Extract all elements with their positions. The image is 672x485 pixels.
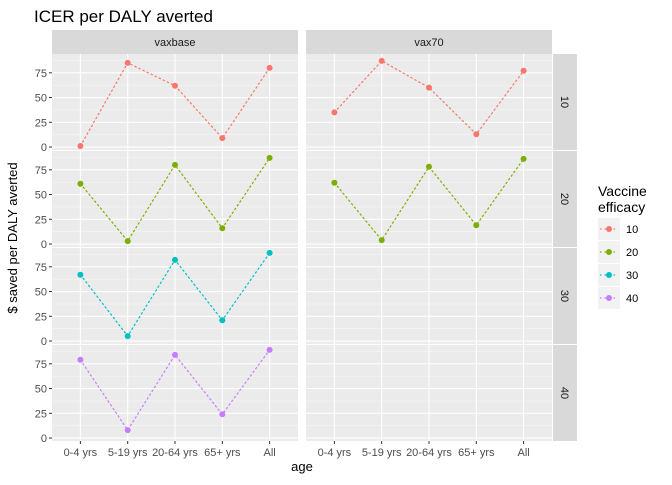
facet-strip-row-30	[553, 248, 577, 344]
series-line-vaxbase-40	[79, 349, 271, 432]
data-point-vaxbase-10-0	[77, 143, 84, 149]
y-tick-label: 75	[35, 359, 47, 371]
x-axis-label: age	[291, 459, 313, 474]
legend-entry-label-30: 30	[626, 270, 638, 282]
facet-strip-vax70	[306, 30, 552, 54]
data-point-vax70-20-1	[378, 237, 385, 244]
data-point-vaxbase-10-1	[124, 59, 131, 66]
x-tick-label: All	[263, 447, 275, 459]
y-tick-label: 50	[35, 287, 47, 299]
legend-title: Vaccine	[598, 183, 647, 199]
x-tick-label: 65+ yrs	[458, 447, 495, 459]
data-point-vaxbase-30-2	[172, 256, 178, 263]
data-point-vaxbase-40-0	[77, 356, 84, 363]
x-tick-label: 5-19 yrs	[108, 447, 148, 459]
data-point-vax70-20-0	[331, 179, 338, 186]
data-point-vaxbase-40-4	[266, 346, 273, 353]
legend-title-line-2: efficacy	[598, 199, 645, 215]
x-tick-label: 20-64 yrs	[152, 447, 198, 459]
facet-strip-row-label-40: 40	[558, 387, 570, 399]
y-tick-label: 25	[35, 117, 47, 129]
y-tick-label: 0	[41, 433, 47, 445]
data-point-vax70-10-1	[378, 57, 385, 64]
x-tick-label: 5-19 yrs	[362, 447, 402, 459]
data-point-vaxbase-30-4	[266, 249, 273, 256]
facet-strip-row-label-10: 10	[558, 96, 570, 108]
data-point-vax70-10-3	[473, 131, 480, 138]
data-point-vaxbase-10-4	[266, 64, 273, 71]
legend-key-point-10	[606, 226, 612, 232]
data-point-vaxbase-20-1	[124, 238, 131, 245]
legend-entry-label-40: 40	[626, 293, 638, 305]
data-point-vax70-20-4	[520, 155, 527, 162]
y-tick-label: 50	[35, 93, 47, 105]
data-point-vaxbase-30-0	[77, 271, 84, 278]
facet-strip-row-40	[553, 345, 577, 441]
y-tick-label: 0	[41, 142, 47, 154]
chart-title: ICER per DALY averted	[34, 7, 213, 26]
panels-layer: vaxbase vax70 10 0 25 50 75 20 0 25 50 75 30 0 25 50 75 4…	[35, 30, 577, 459]
y-axis-label: $ saved per DALY averted	[5, 162, 20, 313]
facet-strip-row-10	[553, 54, 577, 150]
y-tick-label: 25	[35, 214, 47, 226]
x-tick-label: 20-64 yrs	[406, 447, 452, 459]
data-point-vaxbase-40-1	[124, 427, 131, 434]
data-point-vaxbase-20-2	[172, 161, 178, 168]
facet-strip-row-label-20: 20	[558, 193, 570, 205]
legend-key-point-30	[606, 272, 612, 278]
x-tick-label: 0-4 yrs	[318, 447, 352, 459]
y-tick-label: 75	[35, 68, 47, 80]
data-point-vaxbase-20-4	[266, 154, 273, 161]
legend-entry-label-20: 20	[626, 247, 638, 259]
y-tick-label: 0	[41, 239, 47, 251]
y-tick-label: 50	[35, 384, 47, 396]
y-tick-label: 0	[41, 336, 47, 348]
data-point-vaxbase-30-1	[124, 333, 131, 340]
facet-strip-row-20	[553, 151, 577, 247]
x-tick-label: 0-4 yrs	[64, 447, 98, 459]
facet-strip-label-vax70: vax70	[414, 37, 443, 49]
facet-strip-row-label-30: 30	[558, 290, 570, 302]
data-point-vaxbase-20-0	[77, 180, 84, 187]
legend-entry-label-10: 10	[626, 224, 638, 236]
data-point-vax70-20-3	[473, 222, 480, 229]
y-tick-label: 25	[35, 408, 47, 420]
data-point-vax70-10-0	[331, 109, 338, 116]
y-tick-label: 75	[35, 165, 47, 177]
data-point-vaxbase-30-3	[219, 317, 226, 324]
facet-strip-label-vaxbase: vaxbase	[155, 37, 196, 49]
data-point-vax70-20-2	[426, 163, 432, 170]
data-point-vax70-10-2	[426, 84, 432, 91]
series-line-vax70-10	[333, 60, 525, 136]
x-tick-label: 65+ yrs	[204, 447, 241, 459]
y-tick-label: 75	[35, 262, 47, 274]
data-point-vaxbase-40-3	[219, 411, 226, 418]
data-point-vaxbase-10-3	[219, 135, 226, 142]
legend-key-point-40	[606, 295, 612, 301]
legend-key-point-20	[606, 249, 612, 255]
x-tick-label: All	[517, 447, 529, 459]
data-point-vaxbase-10-2	[172, 82, 178, 89]
y-tick-label: 25	[35, 311, 47, 323]
facet-strip-vaxbase	[52, 30, 298, 54]
y-tick-label: 50	[35, 190, 47, 202]
data-point-vaxbase-40-2	[172, 351, 178, 358]
data-point-vaxbase-20-3	[219, 225, 226, 232]
data-point-vax70-10-4	[520, 67, 527, 74]
